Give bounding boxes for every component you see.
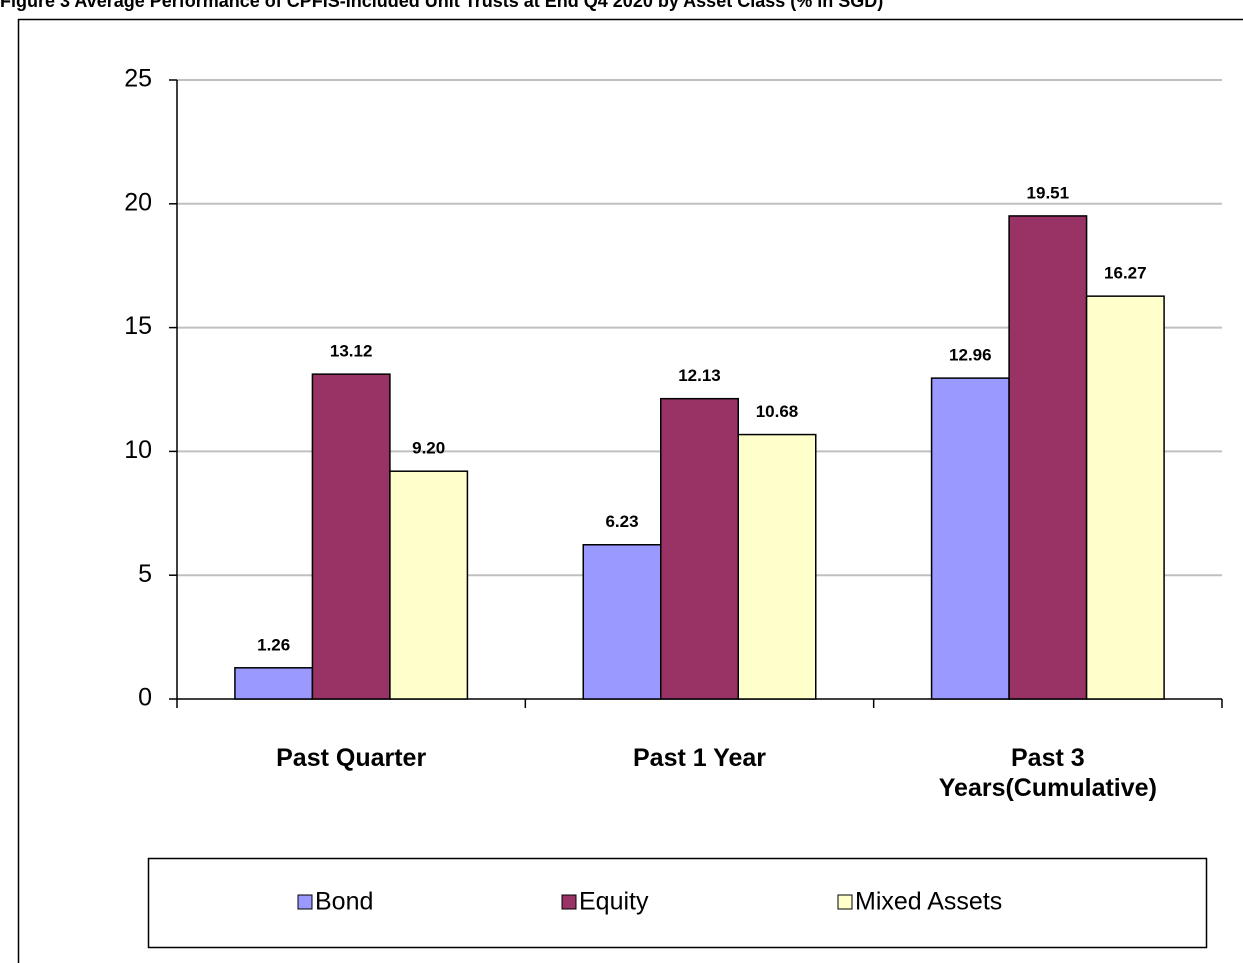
- x-tick-label: Past Quarter: [276, 744, 427, 772]
- y-tick-label: 15: [124, 312, 152, 340]
- y-tick-label: 5: [138, 560, 152, 588]
- y-tick-label: 0: [138, 684, 152, 712]
- y-tick-label: 10: [124, 436, 152, 464]
- x-tick-label: Past 3 Years(Cumulative): [938, 744, 1157, 802]
- bar: [234, 667, 314, 700]
- data-label: 13.12: [330, 342, 373, 361]
- bar: [1008, 215, 1088, 700]
- legend-label: Bond: [315, 888, 373, 916]
- x-tick-label: Past 1 Year: [633, 744, 766, 772]
- bar: [389, 470, 469, 700]
- legend-swatch: [837, 894, 853, 910]
- data-label: 6.23: [605, 512, 638, 531]
- data-label: 12.13: [678, 366, 721, 385]
- legend-label: Equity: [579, 888, 649, 916]
- chart-title: Figure 3 Average Performance of CPFIS-In…: [0, 0, 884, 11]
- data-label: 1.26: [257, 635, 290, 654]
- chart-border: [17, 18, 1243, 963]
- data-label: 9.20: [412, 439, 445, 458]
- bar: [930, 377, 1010, 700]
- bar: [1085, 295, 1165, 700]
- bar: [311, 373, 391, 700]
- data-label: 10.68: [756, 402, 799, 421]
- y-tick-label: 25: [124, 65, 152, 93]
- data-label: 19.51: [1027, 183, 1070, 202]
- bar: [737, 433, 817, 700]
- data-label: 12.96: [949, 346, 992, 365]
- data-label: 16.27: [1104, 264, 1147, 283]
- y-tick-label: 20: [124, 188, 152, 216]
- legend-box: [147, 857, 1208, 949]
- legend-swatch: [297, 894, 313, 910]
- bar: [660, 397, 739, 700]
- legend-label: Mixed Assets: [855, 888, 1002, 916]
- legend-swatch: [561, 894, 577, 910]
- bar: [582, 543, 662, 700]
